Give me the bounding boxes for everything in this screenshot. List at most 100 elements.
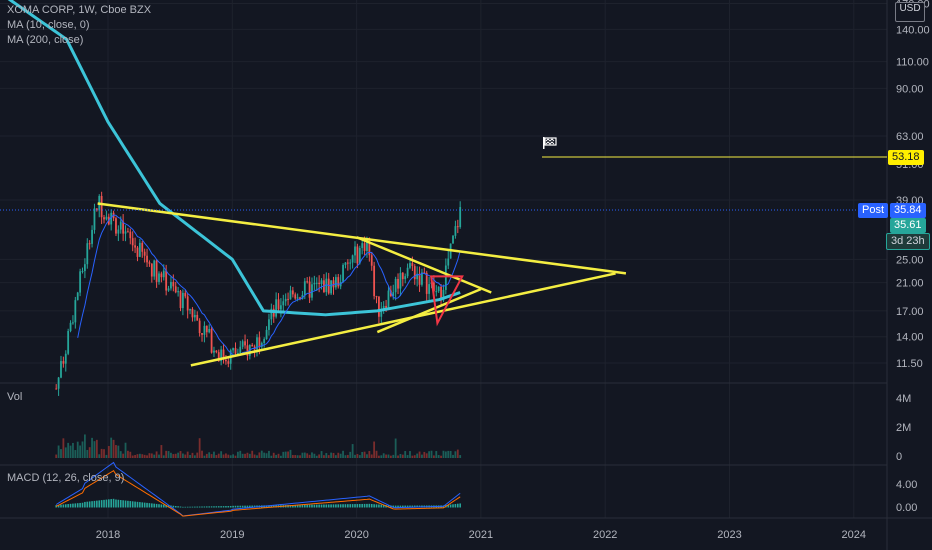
volume-bar (165, 450, 168, 458)
macd-histogram-bar (289, 504, 292, 508)
volume-bar (143, 454, 146, 458)
volume-bar (107, 446, 110, 458)
candle-body (119, 221, 122, 230)
macd-histogram-bar (196, 506, 199, 508)
candle-body (411, 263, 414, 267)
volume-bar (382, 453, 385, 458)
candle-body (160, 273, 163, 278)
candle-body (143, 251, 146, 256)
volume-bar (308, 454, 311, 458)
volume-bar (313, 453, 316, 458)
time-axis[interactable]: 2018 2019 2020 2021 2022 2023 2024 (96, 529, 866, 541)
candle-body (263, 339, 266, 344)
candlestick-series (55, 191, 462, 396)
macd-histogram-bar (129, 501, 132, 508)
currency-label[interactable]: USD (895, 2, 925, 22)
volume-bar (368, 451, 371, 458)
macd-histogram-bar (244, 505, 246, 508)
macd-histogram-bar (112, 498, 115, 508)
volume-bar (258, 452, 261, 458)
volume-bar (363, 451, 366, 458)
candle-body (186, 296, 189, 311)
candle-body (344, 262, 347, 265)
macd-histogram-bar (91, 501, 93, 508)
candle-body (337, 277, 340, 287)
macd-histogram-bar (84, 501, 86, 508)
macd-histogram-bar (184, 506, 187, 508)
candle-body (399, 272, 402, 289)
candle-body (428, 284, 431, 294)
legend-volume[interactable]: Vol (7, 391, 23, 403)
macd-histogram-bar (165, 504, 167, 508)
volume-axis-label: 4M (896, 393, 911, 405)
candle-body (148, 262, 151, 264)
volume-bar (284, 451, 287, 458)
macd-histogram-bar (203, 506, 206, 508)
macd-histogram-bar (213, 506, 215, 508)
candle-body (330, 280, 333, 294)
volume-bar (344, 455, 347, 458)
volume-bar (265, 453, 268, 458)
volume-bar (378, 455, 380, 458)
volume-bar (129, 451, 132, 458)
candle-body (67, 331, 70, 354)
volume-bar (179, 451, 182, 458)
macd-histogram-bar (88, 501, 91, 508)
volume-bar (253, 454, 256, 458)
legend-ma10[interactable]: MA (10, close, 0) (7, 19, 90, 31)
volume-bar (411, 455, 414, 458)
candle-body (88, 243, 91, 245)
volume-bar (174, 453, 177, 458)
macd-histogram-bar (270, 505, 273, 508)
legend-ma200[interactable]: MA (200, close) (7, 34, 84, 46)
candle-body (174, 286, 177, 293)
candle-body (313, 282, 316, 285)
volume-bar (110, 437, 113, 458)
candle-body (103, 217, 105, 220)
legend-symbol[interactable]: XOMA CORP, 1W, Cboe BZX (7, 4, 152, 16)
volume-bar (91, 437, 93, 458)
macd-histogram-bar (392, 505, 395, 508)
volume-bar (399, 453, 402, 458)
price-axis[interactable]: 170.00140.00110.0090.0063.0039.0025.0021… (896, 0, 930, 370)
candle-body (81, 271, 84, 273)
volume-bar (210, 454, 213, 458)
macd-histogram-bar (158, 504, 160, 508)
volume-bar (311, 452, 313, 458)
candle-body (141, 242, 144, 252)
macd-histogram-bar (146, 502, 148, 508)
volume-bar (244, 453, 246, 458)
candle-body (447, 258, 450, 266)
candle-body (246, 345, 249, 356)
macd-histogram-bar (253, 505, 256, 508)
macd-histogram-bar (220, 506, 222, 508)
volume-bar (342, 450, 344, 458)
volume-bar (177, 452, 180, 458)
candle-body (404, 276, 407, 280)
candle-body (444, 265, 447, 290)
candle-body (86, 243, 89, 265)
price-axis-label: 25.00 (896, 254, 924, 266)
macd-histogram-bar (100, 500, 103, 508)
volume-bar (401, 454, 404, 458)
candle-body (179, 291, 182, 309)
trendline-lower-2 (376, 287, 482, 334)
candle-body (275, 299, 278, 317)
volume-bar (148, 453, 151, 458)
candle-body (55, 388, 58, 390)
volume-bar (413, 455, 416, 458)
legend-macd[interactable]: MACD (12, 26, close, 9) (7, 472, 125, 484)
volume-bar (76, 441, 79, 458)
macd-histogram-bar (363, 503, 366, 508)
drawings[interactable] (97, 202, 627, 367)
flag-icon[interactable] (543, 137, 557, 149)
macd-histogram-bar (72, 503, 74, 508)
macd-histogram-bar (64, 504, 67, 508)
target-price-tag: 53.18 (888, 150, 924, 165)
candle-body (172, 281, 175, 287)
candle-body (265, 329, 268, 340)
macd-histogram-bar (351, 504, 354, 508)
candle-body (282, 301, 285, 306)
time-axis-label: 2023 (717, 529, 741, 541)
